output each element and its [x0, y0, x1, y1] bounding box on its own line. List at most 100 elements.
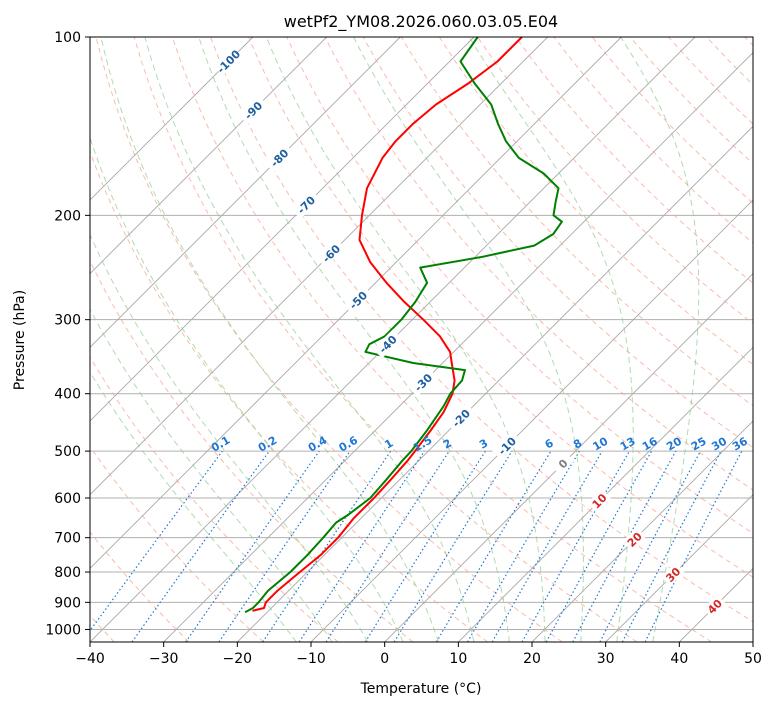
mixing-ratio-line [545, 450, 653, 642]
mixing-ratio-label: 2 [441, 437, 454, 452]
moist-adiabat [353, 37, 584, 642]
x-axis: −40 −30 −20 −10 0 10 20 30 40 50 [75, 642, 762, 667]
mixing-ratio-lines [90, 450, 743, 642]
mixing-ratio-line [644, 450, 743, 642]
dry-adiabat [591, 37, 753, 204]
isotherm-line [90, 37, 327, 275]
isotherm-label-bg [702, 594, 727, 618]
dry-adiabat [210, 37, 753, 623]
profile-series [244, 37, 563, 614]
isotherm-label-bg [238, 95, 268, 125]
isotherm-label: -100 [215, 47, 244, 76]
isotherm-line [752, 641, 753, 642]
x-axis-label: Temperature (°C) [360, 681, 482, 697]
y-axis: 100 200 300 400 500 600 700 800 900 1000 [45, 30, 90, 638]
mixing-ratio-line [262, 450, 392, 642]
mixing-ratio-line [599, 450, 702, 642]
moist-adiabat [620, 37, 700, 642]
dry-adiabat [90, 150, 488, 642]
plot-frame [89, 36, 754, 643]
isotherm-label-bg [408, 367, 438, 397]
mixing-ratio-line [185, 450, 320, 642]
mixing-ratio-line [572, 450, 677, 642]
moist-adiabat [100, 37, 439, 642]
dry-adiabat [171, 37, 712, 642]
isotherm-line [237, 125, 753, 642]
mixing-ratio-line [218, 450, 351, 642]
x-tick-label: 10 [449, 651, 467, 667]
moist-adiabat [144, 37, 475, 642]
isotherm-label-bg [213, 46, 243, 76]
moist-adiabat [198, 37, 510, 642]
y-tick-label: 800 [54, 565, 81, 581]
y-axis-label: Pressure (hPa) [12, 290, 28, 390]
isotherm-label-bg [291, 190, 321, 219]
dry-adiabat [706, 37, 753, 86]
mixing-ratio-line [131, 450, 270, 642]
x-tick-label: 30 [597, 651, 615, 667]
dry-adiabat [95, 37, 563, 642]
isotherm-label-bg [622, 527, 646, 551]
isotherm-line [163, 52, 753, 642]
mixing-ratio-line [325, 450, 450, 642]
y-tick-label: 600 [54, 491, 81, 507]
isotherm-line [679, 567, 753, 642]
isotherm-line [384, 273, 753, 642]
isotherm-line [458, 346, 753, 642]
isotherm-line [90, 37, 254, 201]
x-tick-label: 20 [523, 651, 541, 667]
x-tick-label: 40 [670, 651, 688, 667]
mixing-ratio-line [90, 450, 223, 632]
mixing-ratio-label: 3 [477, 437, 490, 452]
pressure-gridlines [90, 37, 753, 630]
moist-adiabat [90, 370, 297, 642]
dewpoint-profile-line [244, 37, 563, 614]
mixing-ratio-line [298, 450, 425, 642]
moist-adiabat [468, 37, 634, 642]
dry-adiabat [286, 37, 753, 534]
y-tick-label: 400 [54, 387, 81, 403]
chart-title: wetPf2_YM08.2026.060.03.05.E04 [284, 12, 558, 32]
dry-adiabat [515, 37, 753, 284]
isotherm-label-bg [550, 451, 575, 475]
isotherm-label-bg [343, 285, 373, 315]
isotherm-line [90, 37, 548, 496]
dry-adiabat [133, 37, 638, 642]
isotherm-line [90, 37, 475, 422]
x-tick-label: −10 [296, 651, 326, 667]
dry-adiabat [553, 37, 753, 244]
mixing-ratio-line [393, 450, 513, 642]
y-tick-label: 1000 [45, 622, 81, 638]
isotherm-label-bg [316, 238, 346, 268]
x-tick-label: −20 [223, 651, 253, 667]
x-tick-label: 0 [380, 651, 389, 667]
isotherm-label-bg [587, 488, 611, 513]
isotherm-line [90, 37, 401, 348]
isotherm-label-bg [661, 562, 685, 586]
mixing-ratio-line [435, 450, 552, 642]
dry-adiabat [90, 531, 190, 642]
isotherm-label-bg [446, 403, 476, 433]
dry-adiabat [90, 259, 414, 642]
moist-adiabats [90, 37, 700, 642]
temperature-profile-line [252, 37, 523, 612]
x-tick-label: −30 [149, 651, 179, 667]
dry-adiabat [438, 37, 753, 366]
contour-labels: 0.10.20.40.611.52346810131620253036-100-… [209, 46, 750, 618]
x-tick-label: −40 [75, 651, 105, 667]
moist-adiabat [90, 233, 369, 642]
isotherm-line [90, 37, 622, 569]
dry-adiabat [744, 37, 753, 47]
y-tick-label: 300 [54, 313, 81, 329]
dry-adiabat [90, 356, 339, 642]
dry-adiabat [400, 37, 753, 407]
y-tick-label: 500 [54, 444, 81, 460]
x-tick-label: 50 [744, 651, 762, 667]
y-tick-label: 200 [54, 208, 81, 224]
y-tick-label: 100 [54, 30, 81, 46]
isotherm-line [605, 494, 753, 642]
isotherm-label-bg [264, 143, 294, 173]
dry-adiabat [248, 37, 753, 578]
y-tick-label: 700 [54, 531, 81, 547]
